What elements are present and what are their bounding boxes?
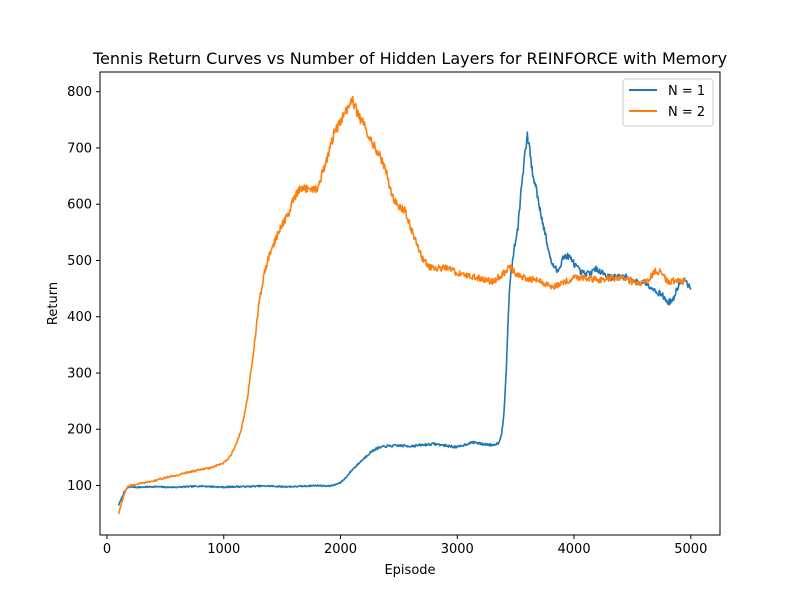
series-layer bbox=[117, 95, 692, 515]
legend-label-n2: N = 2 bbox=[668, 105, 705, 120]
x-tick-label: 3000 bbox=[441, 542, 474, 557]
y-tick-label: 700 bbox=[67, 141, 92, 156]
x-tick-label: 0 bbox=[103, 542, 111, 557]
y-tick-label: 100 bbox=[67, 479, 92, 494]
axes-background bbox=[100, 72, 720, 535]
y-tick-label: 600 bbox=[67, 198, 92, 213]
plot-area bbox=[99, 71, 721, 536]
y-tick-label: 400 bbox=[67, 310, 92, 325]
series-line-2 bbox=[117, 95, 686, 515]
y-tick-label: 200 bbox=[67, 423, 92, 438]
x-tick-label: 4000 bbox=[558, 542, 591, 557]
x-axis-ticks: 0 1000 2000 3000 4000 5000 bbox=[103, 535, 707, 557]
x-axis-label: Episode bbox=[384, 563, 435, 578]
legend: N = 1 N = 2 bbox=[622, 78, 714, 127]
y-axis-ticks: 100 200 300 400 500 600 700 800 bbox=[67, 85, 100, 494]
legend-label-n1: N = 1 bbox=[668, 84, 705, 99]
x-tick-label: 2000 bbox=[324, 542, 357, 557]
series-line-1 bbox=[117, 131, 692, 506]
x-tick-label: 5000 bbox=[674, 542, 707, 557]
x-tick-label: 1000 bbox=[207, 542, 240, 557]
chart-title: Tennis Return Curves vs Number of Hidden… bbox=[92, 49, 727, 68]
y-tick-label: 300 bbox=[67, 366, 92, 381]
axes-frame bbox=[99, 71, 721, 536]
y-tick-label: 500 bbox=[67, 254, 92, 269]
y-axis-label: Return bbox=[46, 282, 61, 325]
y-tick-label: 800 bbox=[67, 85, 92, 100]
